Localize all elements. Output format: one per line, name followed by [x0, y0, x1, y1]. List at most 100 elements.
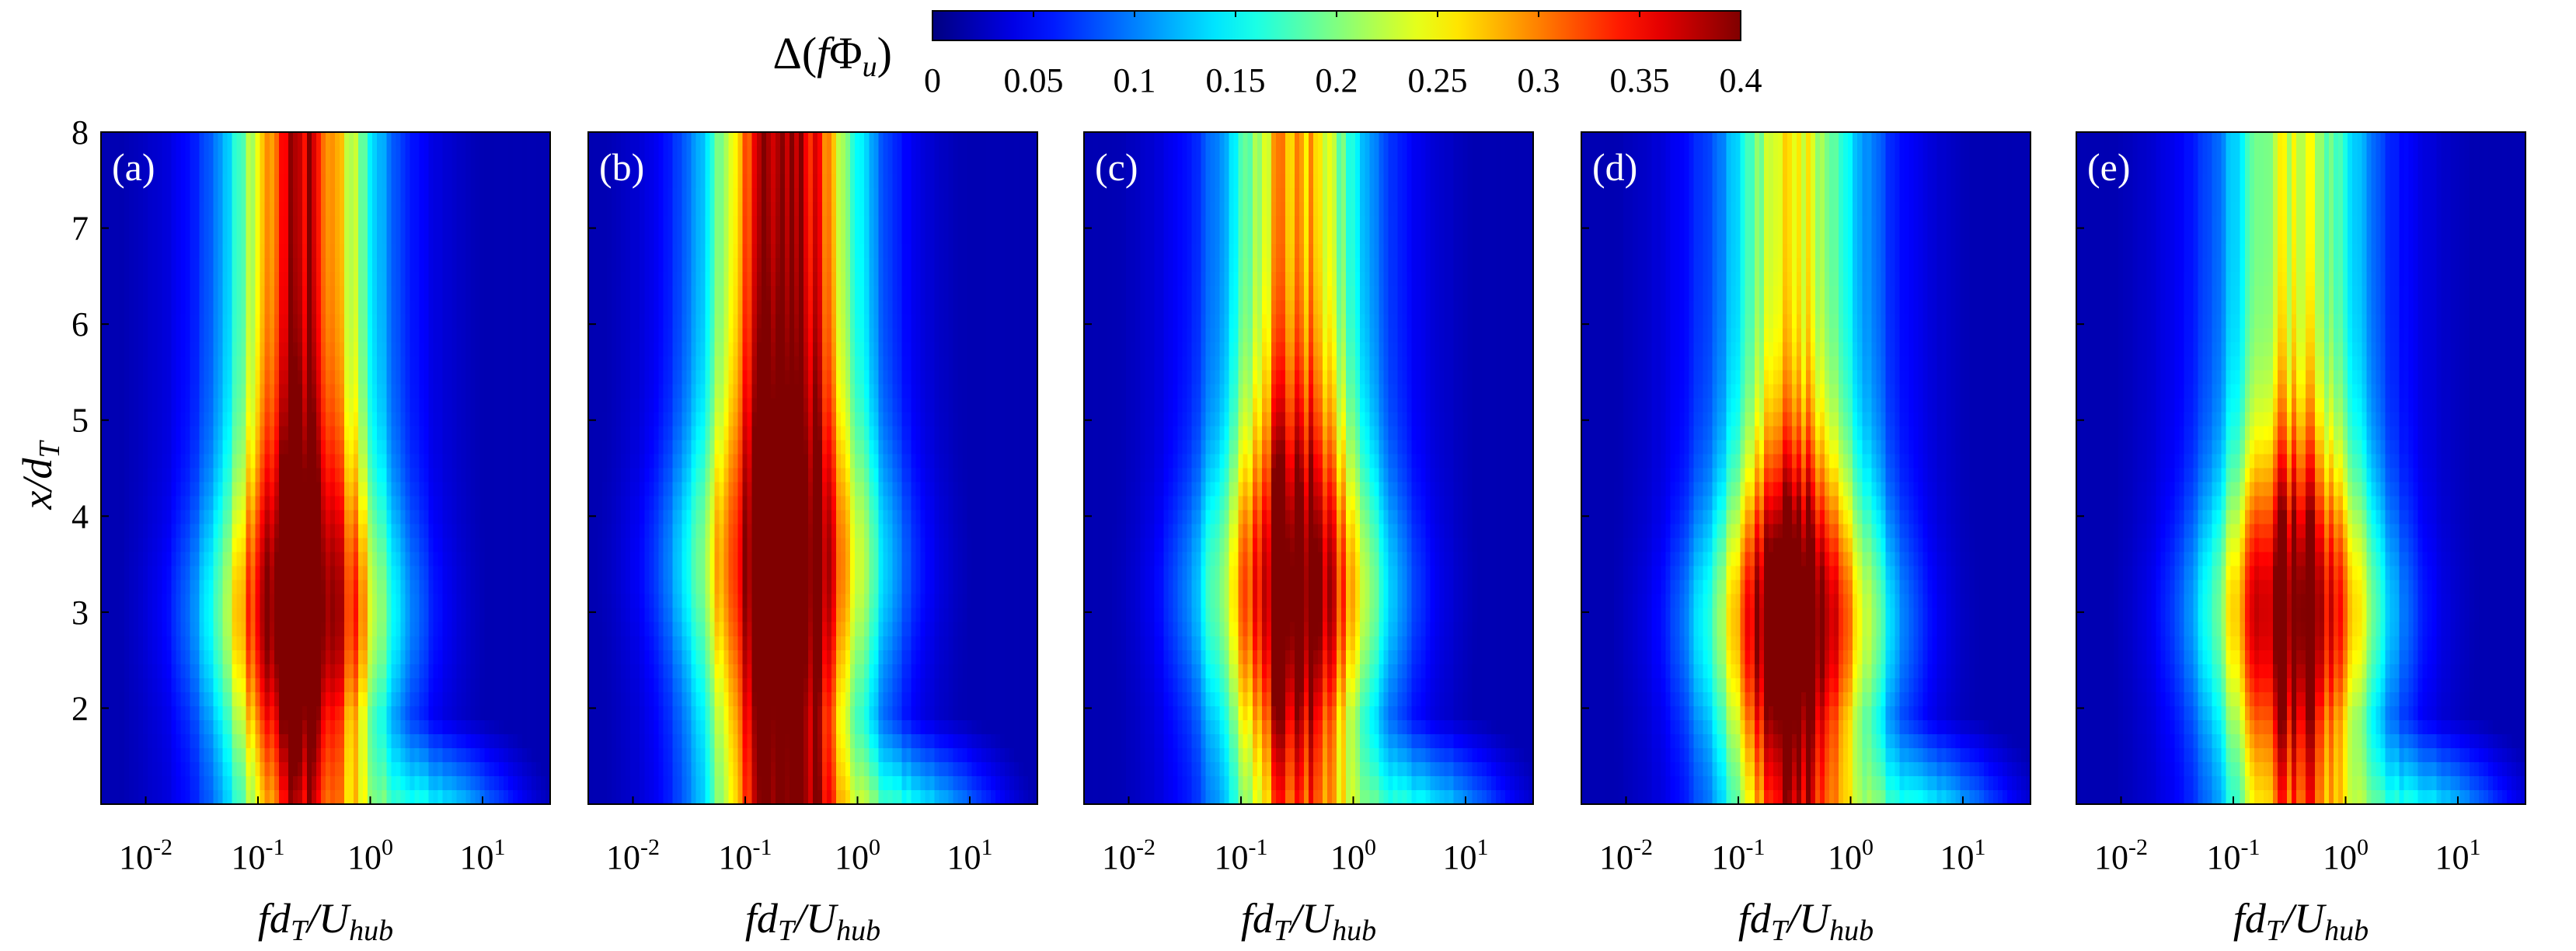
heatmap-cell [456, 719, 462, 735]
heatmap-cell [315, 370, 322, 385]
heatmap-cell [227, 356, 233, 371]
heatmap-cell [340, 230, 345, 245]
heatmap-cell [507, 188, 514, 203]
heatmap-cell [535, 580, 542, 595]
heatmap-cell [269, 286, 275, 301]
heatmap-cell [194, 594, 200, 609]
heatmap-cell [545, 398, 551, 413]
heatmap-cell [507, 272, 514, 287]
heatmap-cell [260, 678, 266, 693]
heatmap-cell [236, 496, 242, 511]
heatmap-cell [442, 664, 448, 679]
heatmap-cell [335, 202, 340, 217]
heatmap-cell [386, 398, 392, 413]
heatmap-cell [143, 775, 148, 791]
heatmap-cell [148, 650, 153, 665]
heatmap-cell [152, 775, 158, 791]
heatmap-cell [138, 286, 144, 301]
heatmap-cell [157, 775, 162, 791]
heatmap-cell [278, 174, 284, 189]
heatmap-cell [521, 412, 528, 427]
heatmap-cell [101, 146, 106, 161]
heatmap-cell [405, 370, 410, 385]
heatmap-cell [437, 789, 444, 805]
heatmap-cell [315, 230, 322, 245]
heatmap-cell [176, 510, 181, 525]
heatmap-cell [349, 496, 354, 511]
heatmap-cell [306, 272, 312, 287]
heatmap-cell [283, 440, 289, 455]
heatmap-cell [101, 398, 106, 413]
heatmap-cell [213, 524, 219, 539]
heatmap-cell [171, 719, 176, 735]
heatmap-cell [302, 258, 308, 273]
heatmap-cell [540, 412, 546, 427]
heatmap-cell [377, 356, 382, 371]
heatmap-cell [106, 384, 111, 399]
heatmap-cell [255, 691, 261, 707]
heatmap-cell [461, 426, 467, 441]
heatmap-cell [120, 524, 125, 539]
heatmap-cell [162, 580, 167, 595]
heatmap-cell [320, 691, 326, 707]
heatmap-cell [120, 664, 125, 679]
heatmap-cell [143, 286, 148, 301]
heatmap-cell [400, 132, 406, 147]
heatmap-cell [456, 314, 462, 329]
heatmap-cell [410, 188, 415, 203]
heatmap-cell [110, 328, 116, 343]
heatmap-cell [382, 524, 387, 539]
heatmap-cell [124, 650, 130, 665]
heatmap-cell [101, 650, 106, 665]
heatmap-cell [176, 132, 181, 147]
heatmap-cell [503, 384, 509, 399]
heatmap-cell [330, 244, 336, 259]
heatmap-cell [171, 636, 176, 651]
heatmap-cell [405, 678, 410, 693]
heatmap-cell [451, 747, 458, 763]
heatmap-cell [545, 789, 551, 805]
heatmap-cell [250, 370, 256, 385]
heatmap-cell [162, 538, 167, 553]
heatmap-cell [737, 160, 744, 175]
heatmap-cell [368, 384, 373, 399]
heatmap-cell [232, 552, 238, 567]
heatmap-cell [428, 580, 434, 595]
heatmap-cell [134, 426, 139, 441]
heatmap-cell [479, 188, 486, 203]
heatmap-cell [306, 412, 312, 427]
heatmap-cell [213, 775, 219, 791]
heatmap-cell [451, 426, 458, 441]
heatmap-cell [433, 230, 439, 245]
heatmap-cell [526, 258, 532, 273]
heatmap-cell [368, 426, 373, 441]
heatmap-cell [433, 761, 439, 777]
heatmap-cell [241, 384, 247, 399]
heatmap-cell [157, 342, 162, 357]
heatmap-cell [152, 468, 158, 483]
heatmap-cell [396, 468, 401, 483]
heatmap-cell [461, 580, 467, 595]
heatmap-cell [386, 174, 392, 189]
heatmap-cell [246, 719, 252, 735]
heatmap-cell [723, 160, 730, 175]
heatmap-cell [101, 202, 106, 217]
heatmap-cell [232, 482, 238, 497]
heatmap-cell [208, 608, 214, 623]
heatmap-cell [208, 440, 214, 455]
heatmap-cell [400, 678, 406, 693]
heatmap-cell [320, 342, 326, 357]
heatmap-cell [531, 300, 537, 315]
heatmap-cell [433, 286, 439, 301]
heatmap-cell [649, 146, 654, 161]
heatmap-cell [306, 552, 312, 567]
heatmap-cell [143, 622, 148, 637]
x-tick-label: 101 [460, 834, 506, 876]
heatmap-cell [138, 342, 144, 357]
heatmap-cell [148, 272, 153, 287]
heatmap-cell [526, 426, 532, 441]
heatmap-cell [451, 146, 458, 161]
heatmap-cell [827, 146, 832, 161]
heatmap-cell [106, 594, 111, 609]
heatmap-cell [728, 132, 734, 147]
